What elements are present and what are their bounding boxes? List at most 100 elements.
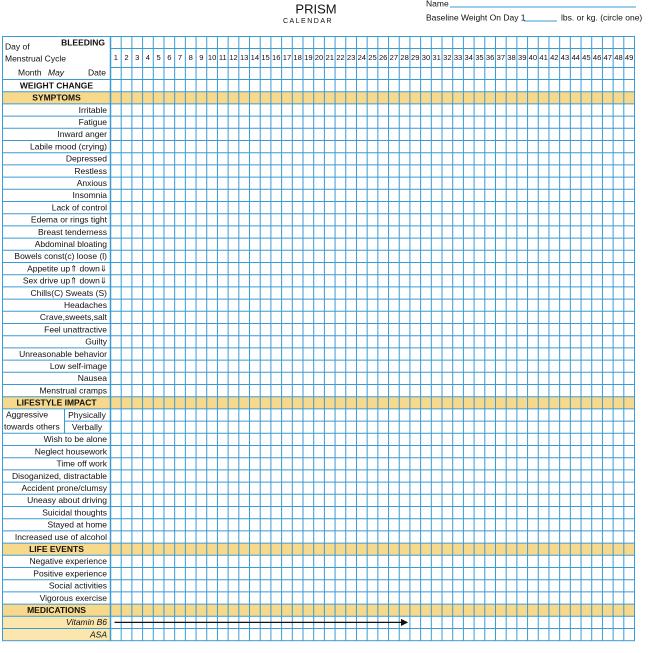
day-number: 7 [178, 53, 182, 62]
day-number: 19 [304, 53, 312, 62]
day-number: 43 [561, 53, 569, 62]
day-number: 12 [229, 53, 237, 62]
row-label: Wish to be alone [44, 434, 108, 444]
row-label: Menstrual cramps [39, 385, 107, 395]
day-number: 15 [261, 53, 269, 62]
day-number: 38 [507, 53, 515, 62]
day-number: 4 [146, 53, 150, 62]
row-label: Depressed [66, 154, 107, 164]
row-label: Bowels const(c) loose (l) [14, 251, 107, 261]
baseline-label: Baseline Weight On Day 1 [426, 12, 526, 22]
medication-band [2, 628, 111, 641]
row-label: Uneasy about driving [27, 495, 107, 505]
day-number: 28 [400, 53, 408, 62]
name-label: Name [426, 0, 449, 8]
day-number: 35 [475, 53, 483, 62]
row-label: Headaches [64, 300, 107, 310]
day-label: Day of [5, 41, 30, 51]
day-number: 18 [293, 53, 301, 62]
row-label: Edema or rings tight [31, 215, 108, 225]
section-band [2, 543, 635, 556]
row-label: Nausea [78, 373, 108, 383]
day-number: 30 [422, 53, 430, 62]
day-number: 32 [443, 53, 451, 62]
day-number: 1 [114, 53, 118, 62]
day-number: 22 [336, 53, 344, 62]
day-number: 36 [486, 53, 494, 62]
row-label: Disoganized, distractable [12, 471, 107, 481]
row-label: Low self-image [50, 361, 107, 371]
day-number: 13 [240, 53, 248, 62]
row-label: Insomnia [73, 190, 108, 200]
row-label: Increased use of alcohol [15, 532, 107, 542]
row-label: Irritable [79, 105, 108, 115]
row-label: Neglect housework [35, 446, 108, 456]
row-label: Vigorous exercise [40, 593, 108, 603]
day-number: 14 [251, 53, 259, 62]
day-number: 6 [167, 53, 171, 62]
day-number: 8 [189, 53, 193, 62]
day-number: 39 [518, 53, 526, 62]
day-number: 21 [325, 53, 333, 62]
row-label: Anxious [77, 178, 107, 188]
day-number: 24 [358, 53, 366, 62]
subtitle: CALENDAR [283, 18, 333, 25]
section-label: LIFESTYLE IMPACT [16, 398, 97, 408]
row-label: Unreasonable behavior [19, 349, 107, 359]
row-label: Restless [74, 166, 107, 176]
month-value: May [48, 67, 65, 77]
day-number: 5 [157, 53, 161, 62]
day-number: 42 [550, 53, 558, 62]
row-label: Suicidal thoughts [42, 507, 107, 517]
row-label: ASA [89, 629, 107, 639]
row-label: Positive experience [33, 568, 107, 578]
group-label: Aggressive [6, 409, 48, 419]
row-label: Physically [68, 410, 107, 420]
day-number: 47 [604, 53, 612, 62]
row-label: Breast tenderness [38, 227, 107, 237]
day-number: 23 [347, 53, 355, 62]
row-label: Chills(C) Sweats (S) [30, 288, 107, 298]
day-number: 46 [593, 53, 601, 62]
day-number: 26 [379, 53, 387, 62]
row-label: Accident prone/clumsy [21, 483, 107, 493]
day-number: 34 [465, 53, 473, 62]
day-number: 10 [208, 53, 216, 62]
section-label: MEDICATIONS [27, 605, 86, 615]
row-label: Verbally [72, 422, 103, 432]
day-number: 29 [411, 53, 419, 62]
day-number: 25 [368, 53, 376, 62]
row-label: Guilty [85, 337, 107, 347]
row-label: Crave,sweets,salt [40, 312, 108, 322]
section-band [2, 396, 635, 409]
section-band [2, 91, 635, 104]
day-number: 16 [272, 53, 280, 62]
section-label: LIFE EVENTS [29, 544, 84, 554]
day-number: 20 [315, 53, 323, 62]
row-label: Time off work [56, 459, 107, 469]
day-number: 33 [454, 53, 462, 62]
bleeding-label: BLEEDING [61, 37, 105, 47]
day-number: 40 [529, 53, 537, 62]
row-label: Vitamin B6 [66, 617, 107, 627]
day-number: 45 [582, 53, 590, 62]
row-label: Sex drive up⇑ down⇓ [23, 276, 107, 286]
units-label: lbs. or kg. (circle one) [561, 12, 642, 22]
group-label: towards others [4, 421, 60, 431]
day-label: Menstrual Cycle [5, 53, 66, 63]
day-number: 2 [124, 53, 128, 62]
heading-label: WEIGHT CHANGE [20, 80, 94, 90]
row-label: Negative experience [30, 556, 108, 566]
day-number: 3 [135, 53, 139, 62]
day-number: 41 [539, 53, 547, 62]
row-label: Feel unattractive [44, 324, 107, 334]
day-number: 49 [625, 53, 633, 62]
row-label: Abdominal bloating [35, 239, 108, 249]
section-label: SYMPTOMS [32, 93, 81, 103]
title: PRISM [295, 1, 336, 16]
row-label: Fatigue [79, 117, 108, 127]
row-label: Lack of control [52, 202, 107, 212]
row-label: Labile mood (crying) [30, 141, 107, 151]
row-label: Stayed at home [47, 520, 107, 530]
day-number: 37 [497, 53, 505, 62]
